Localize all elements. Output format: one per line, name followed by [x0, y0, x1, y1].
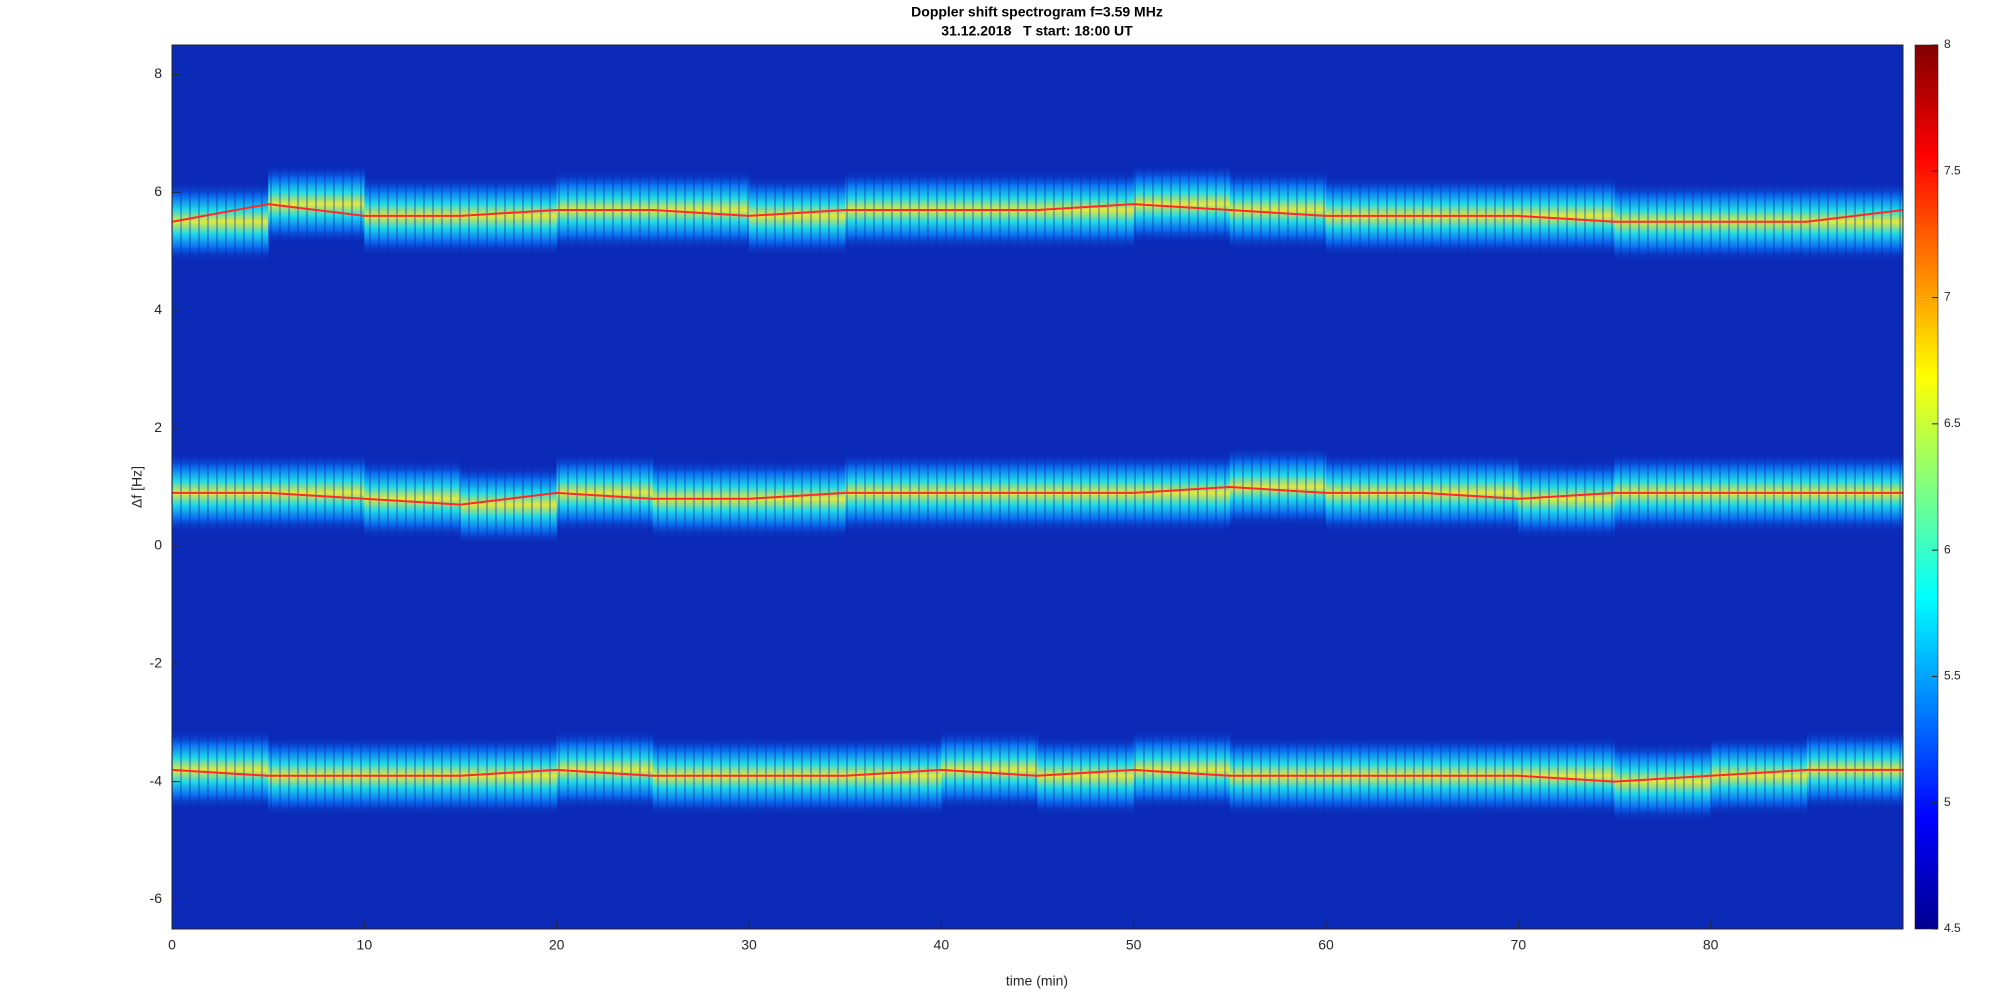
x-tick-label: 50 — [1126, 937, 1142, 953]
colorbar-tick-label: 7 — [1944, 290, 1951, 304]
ridge-line — [172, 768, 1903, 783]
y-tick-label: 8 — [154, 65, 162, 81]
y-tick-label: 6 — [154, 183, 162, 199]
x-tick-label: 80 — [1703, 937, 1719, 953]
colorbar-tick-label: 6 — [1944, 542, 1951, 556]
plot-frame — [171, 44, 1904, 930]
y-tick-label: -4 — [150, 772, 163, 788]
x-tick-label: 40 — [934, 937, 950, 953]
x-axis-label: time (min) — [1006, 973, 1068, 989]
colorbar-tick-label: 5 — [1944, 795, 1951, 809]
colorbar-tick-label: 5.5 — [1944, 669, 1961, 683]
y-tick-label: -6 — [150, 890, 163, 906]
y-tick-label: 2 — [154, 419, 162, 435]
plot-area — [172, 45, 1903, 929]
chart-subtitle: 31.12.2018 T start: 18:00 UT — [941, 23, 1133, 39]
x-tick-label: 0 — [168, 937, 176, 953]
colorbar-tick-label: 7.5 — [1944, 163, 1961, 177]
colorbar-tick-label: 4.5 — [1944, 921, 1961, 935]
x-tick-label: 20 — [549, 937, 565, 953]
stripe-overlay — [172, 45, 1903, 929]
y-tick-label: 0 — [154, 537, 162, 553]
colorbar — [1914, 44, 1939, 930]
y-tick-label: 4 — [154, 301, 162, 317]
ridge-line — [172, 203, 1903, 223]
ridge-line — [172, 485, 1903, 506]
colorbar-tick-label: 6.5 — [1944, 416, 1961, 430]
colorbar-tick-label: 8 — [1944, 37, 1951, 51]
x-tick-label: 70 — [1511, 937, 1527, 953]
x-tick-label: 60 — [1318, 937, 1334, 953]
chart-title: Doppler shift spectrogram f=3.59 MHz — [911, 4, 1163, 20]
x-tick-label: 30 — [741, 937, 757, 953]
y-axis-label: Δf [Hz] — [129, 466, 145, 508]
y-tick-label: -2 — [150, 655, 163, 671]
x-tick-label: 10 — [357, 937, 373, 953]
